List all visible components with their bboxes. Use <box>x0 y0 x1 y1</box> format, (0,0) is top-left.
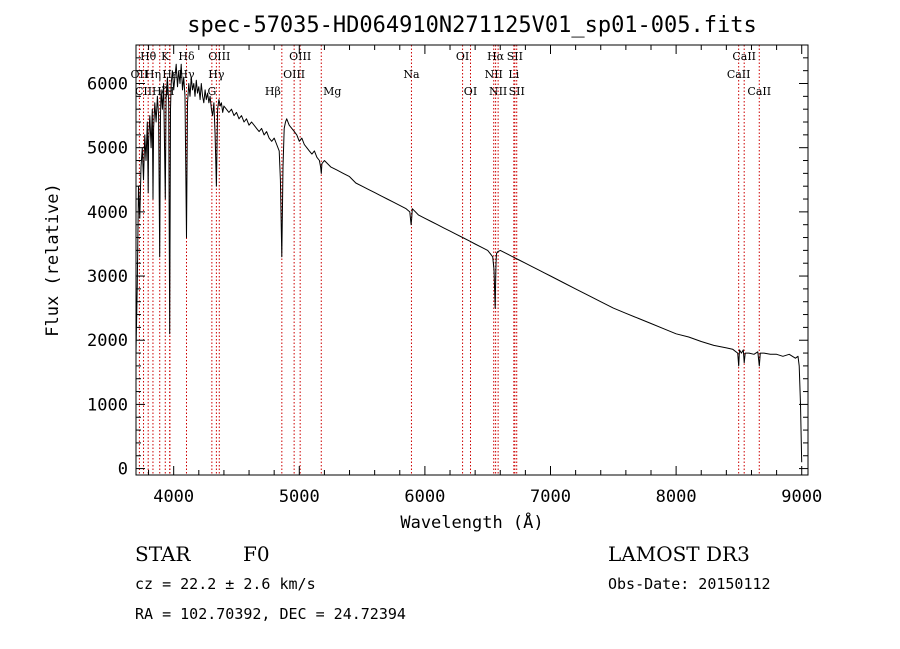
line-label-1: OII <box>131 68 149 81</box>
line-label-2: CII <box>135 85 152 98</box>
x-axis-label: Wavelength (Å) <box>400 511 543 533</box>
obs-date: Obs-Date: 20150112 <box>608 575 771 593</box>
line-label-13: Hβ <box>265 85 281 98</box>
y-axis-label: Flux (relative) <box>43 183 63 337</box>
x-tick-label: 7000 <box>530 487 571 507</box>
survey-name: LAMOST DR3 <box>608 542 750 566</box>
line-label-20: NII <box>485 68 503 81</box>
y-tick-label: 6000 <box>87 75 128 95</box>
x-tick-label: 6000 <box>404 487 445 507</box>
axes: 4000 5000 6000 7000 8000 9000 0 1000 2000 3000 400… <box>87 44 822 507</box>
line-label-28: CaII <box>747 85 771 98</box>
object-class: STAR <box>135 542 191 566</box>
plot-frame <box>135 44 809 476</box>
redshift-cz: cz = 22.2 ± 2.6 km/s <box>135 575 316 593</box>
line-label-7: Hε <box>162 68 178 81</box>
line-label-27: CaII <box>732 50 756 63</box>
y-tick-label: 4000 <box>87 203 128 223</box>
line-label-14: OIII <box>283 68 305 81</box>
line-label-18: OI <box>456 50 469 63</box>
x-tick-label: 5000 <box>279 487 320 507</box>
line-label-15: OIII <box>289 50 311 63</box>
x-tick-label: 9000 <box>781 487 822 507</box>
line-label-25: SII <box>509 85 525 98</box>
line-label-11: OIII <box>208 50 230 63</box>
line-label-19: OI <box>464 85 477 98</box>
line-label-5: K <box>161 50 170 63</box>
y-tick-label: 1000 <box>87 395 128 415</box>
x-tick-label: 4000 <box>153 487 194 507</box>
line-label-22: NII <box>489 85 507 98</box>
spectrum-line <box>135 63 803 463</box>
line-label-16: Mg <box>323 85 341 98</box>
line-label-24: Li <box>508 68 519 81</box>
line-label-9: Hγ <box>178 68 195 81</box>
line-label-6: H <box>165 85 175 98</box>
chart-title: spec-57035-HD064910N271125V01_sp01-005.f… <box>187 13 757 38</box>
y-tick-label: 2000 <box>87 331 128 351</box>
y-tick-label: 3000 <box>87 267 128 287</box>
line-label-26: CaII <box>727 68 751 81</box>
line-label-8: Hδ <box>178 50 195 63</box>
y-tick-label: 0 <box>118 460 128 480</box>
line-label-23: SII <box>507 50 523 63</box>
object-subclass: F0 <box>243 542 270 566</box>
line-markers <box>138 45 760 475</box>
line-label-0: Hθ <box>140 50 157 63</box>
line-labels: HθOIICIIHηHζKHHεHδHγGOIIIHγHβOIIIOIIIMgN… <box>131 50 772 98</box>
line-label-12: Hγ <box>208 68 225 81</box>
x-tick-label: 8000 <box>656 487 697 507</box>
y-tick-label: 5000 <box>87 139 128 159</box>
line-label-21: Hα <box>487 50 505 63</box>
spectrum-series <box>135 63 803 463</box>
line-label-3: Hη <box>145 68 161 81</box>
ra-dec: RA = 102.70392, DEC = 24.72394 <box>135 605 406 623</box>
line-label-4: Hζ <box>152 85 168 98</box>
line-label-10: G <box>207 85 216 98</box>
line-label-17: Na <box>403 68 420 81</box>
